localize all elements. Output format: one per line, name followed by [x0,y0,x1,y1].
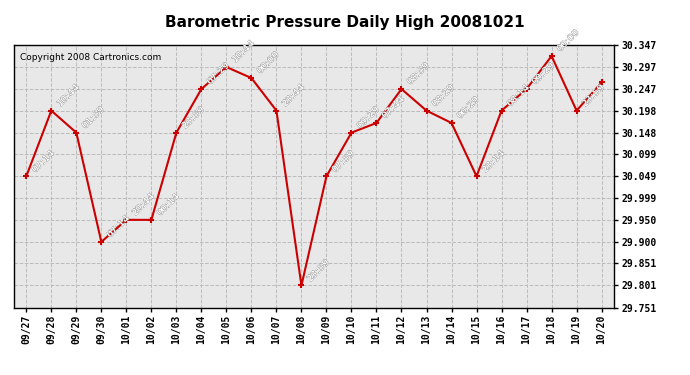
Text: 23:44: 23:44 [281,82,307,108]
Text: 07:14: 07:14 [106,213,132,240]
Text: 09:29: 09:29 [355,104,382,130]
Text: 07:59: 07:59 [331,147,357,174]
Text: 23:59: 23:59 [181,104,207,130]
Text: 09:29: 09:29 [531,60,558,87]
Text: 08:14: 08:14 [506,82,532,108]
Text: 07:59: 07:59 [331,147,357,174]
Text: 08:59: 08:59 [406,60,432,87]
Text: 23:59: 23:59 [581,82,607,108]
Text: 00:00: 00:00 [555,28,582,54]
Text: 09:29: 09:29 [531,60,558,87]
Text: 07:29: 07:29 [206,60,233,87]
Text: 08:59: 08:59 [406,60,432,87]
Text: 10:44: 10:44 [230,38,257,65]
Text: 23:59: 23:59 [581,82,607,108]
Text: 20:44: 20:44 [130,191,157,217]
Text: 08:29: 08:29 [431,82,457,108]
Text: Barometric Pressure Daily High 20081021: Barometric Pressure Daily High 20081021 [165,15,525,30]
Text: 00:29: 00:29 [455,94,482,121]
Text: 07:14: 07:14 [30,147,57,174]
Text: 23:14: 23:14 [481,147,507,174]
Text: 20:44: 20:44 [130,191,157,217]
Text: 07:14: 07:14 [30,147,57,174]
Text: 09:29: 09:29 [355,104,382,130]
Text: 00:29: 00:29 [455,94,482,121]
Text: 07:29: 07:29 [206,60,233,87]
Text: 00:14: 00:14 [155,191,182,217]
Text: 01:59: 01:59 [81,104,107,130]
Text: 23:14: 23:14 [481,147,507,174]
Text: 07:14: 07:14 [106,213,132,240]
Text: 23:59: 23:59 [306,256,333,283]
Text: 07:44: 07:44 [381,94,407,121]
Text: 23:59: 23:59 [181,104,207,130]
Text: 10:44: 10:44 [230,38,257,65]
Text: 23:44: 23:44 [281,82,307,108]
Text: 08:14: 08:14 [506,82,532,108]
Text: 00:14: 00:14 [155,191,182,217]
Text: Copyright 2008 Cartronics.com: Copyright 2008 Cartronics.com [20,53,161,62]
Text: 07:44: 07:44 [381,94,407,121]
Text: 01:59: 01:59 [81,104,107,130]
Text: 08:29: 08:29 [431,82,457,108]
Text: 23:59: 23:59 [306,256,333,283]
Text: 00:00: 00:00 [255,50,282,76]
Text: 10:44: 10:44 [55,82,82,108]
Text: 10:44: 10:44 [55,82,82,108]
Text: 00:00: 00:00 [555,28,582,54]
Text: 00:00: 00:00 [255,50,282,76]
